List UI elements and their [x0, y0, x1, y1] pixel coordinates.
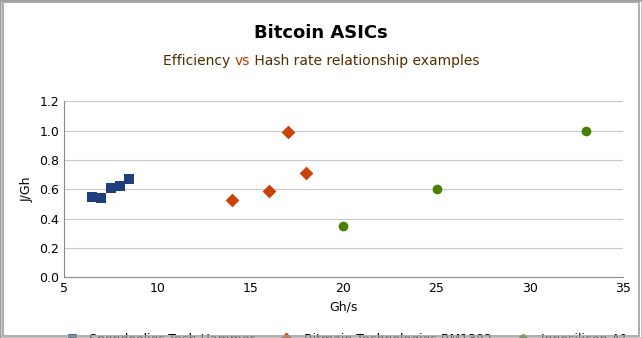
X-axis label: Gh/s: Gh/s	[329, 300, 358, 314]
Text: Efficiency: Efficiency	[163, 54, 234, 68]
Point	[282, 129, 293, 135]
Legend: Spondoolies-Tech Hammer, Bitmain Technologies BM1382, Innosilicon A1: Spondoolies-Tech Hammer, Bitmain Technol…	[60, 333, 627, 338]
Point	[301, 170, 311, 176]
Point	[124, 176, 135, 182]
Text: Hash rate relationship examples: Hash rate relationship examples	[250, 54, 479, 68]
Point	[227, 197, 237, 202]
Point	[431, 187, 442, 192]
Point	[264, 188, 274, 193]
Point	[338, 223, 349, 228]
Point	[105, 185, 116, 191]
Point	[96, 195, 107, 201]
Text: Bitcoin ASICs: Bitcoin ASICs	[254, 24, 388, 42]
Point	[87, 194, 98, 199]
Point	[115, 184, 125, 189]
Y-axis label: J/Gh: J/Gh	[21, 176, 34, 202]
Point	[580, 128, 591, 134]
Text: vs: vs	[234, 54, 250, 68]
